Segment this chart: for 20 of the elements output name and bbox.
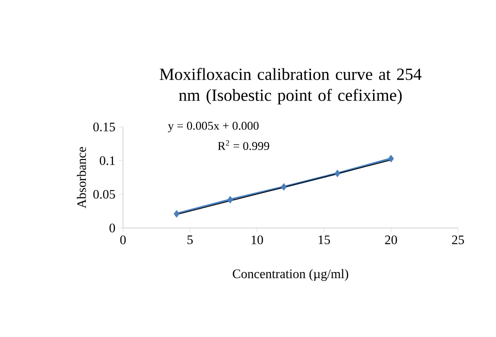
point	[174, 210, 180, 218]
y-tick-label: 0.1	[100, 156, 115, 166]
x-tick-label: 5	[188, 236, 193, 244]
y-tick-label: 0.05	[93, 190, 115, 199]
y-tick-label: 0	[110, 224, 116, 232]
point	[334, 170, 340, 178]
annotation: R$^{2}$ = 0.999	[218, 140, 270, 150]
y-axis-title: Absorbance	[76, 147, 86, 208]
x-tick-label: 20	[385, 236, 397, 244]
y-tick-label: 0.15	[93, 122, 115, 132]
x-tick-label: 0	[120, 236, 126, 244]
x-tick-label: 10	[252, 236, 263, 244]
x-tick-label: 25	[452, 236, 464, 244]
point	[280, 183, 287, 191]
x-tick-label: 15	[318, 236, 330, 244]
x-axis-title: Concentration (µg/ml)	[232, 269, 348, 281]
chart-title: Moxifloxacin calibration curve at 254 nm (Isobestic point of cefixime)	[160, 68, 422, 104]
annotation: y = 0.005x + 0.000	[168, 122, 259, 132]
point	[388, 154, 394, 162]
point	[227, 196, 234, 204]
